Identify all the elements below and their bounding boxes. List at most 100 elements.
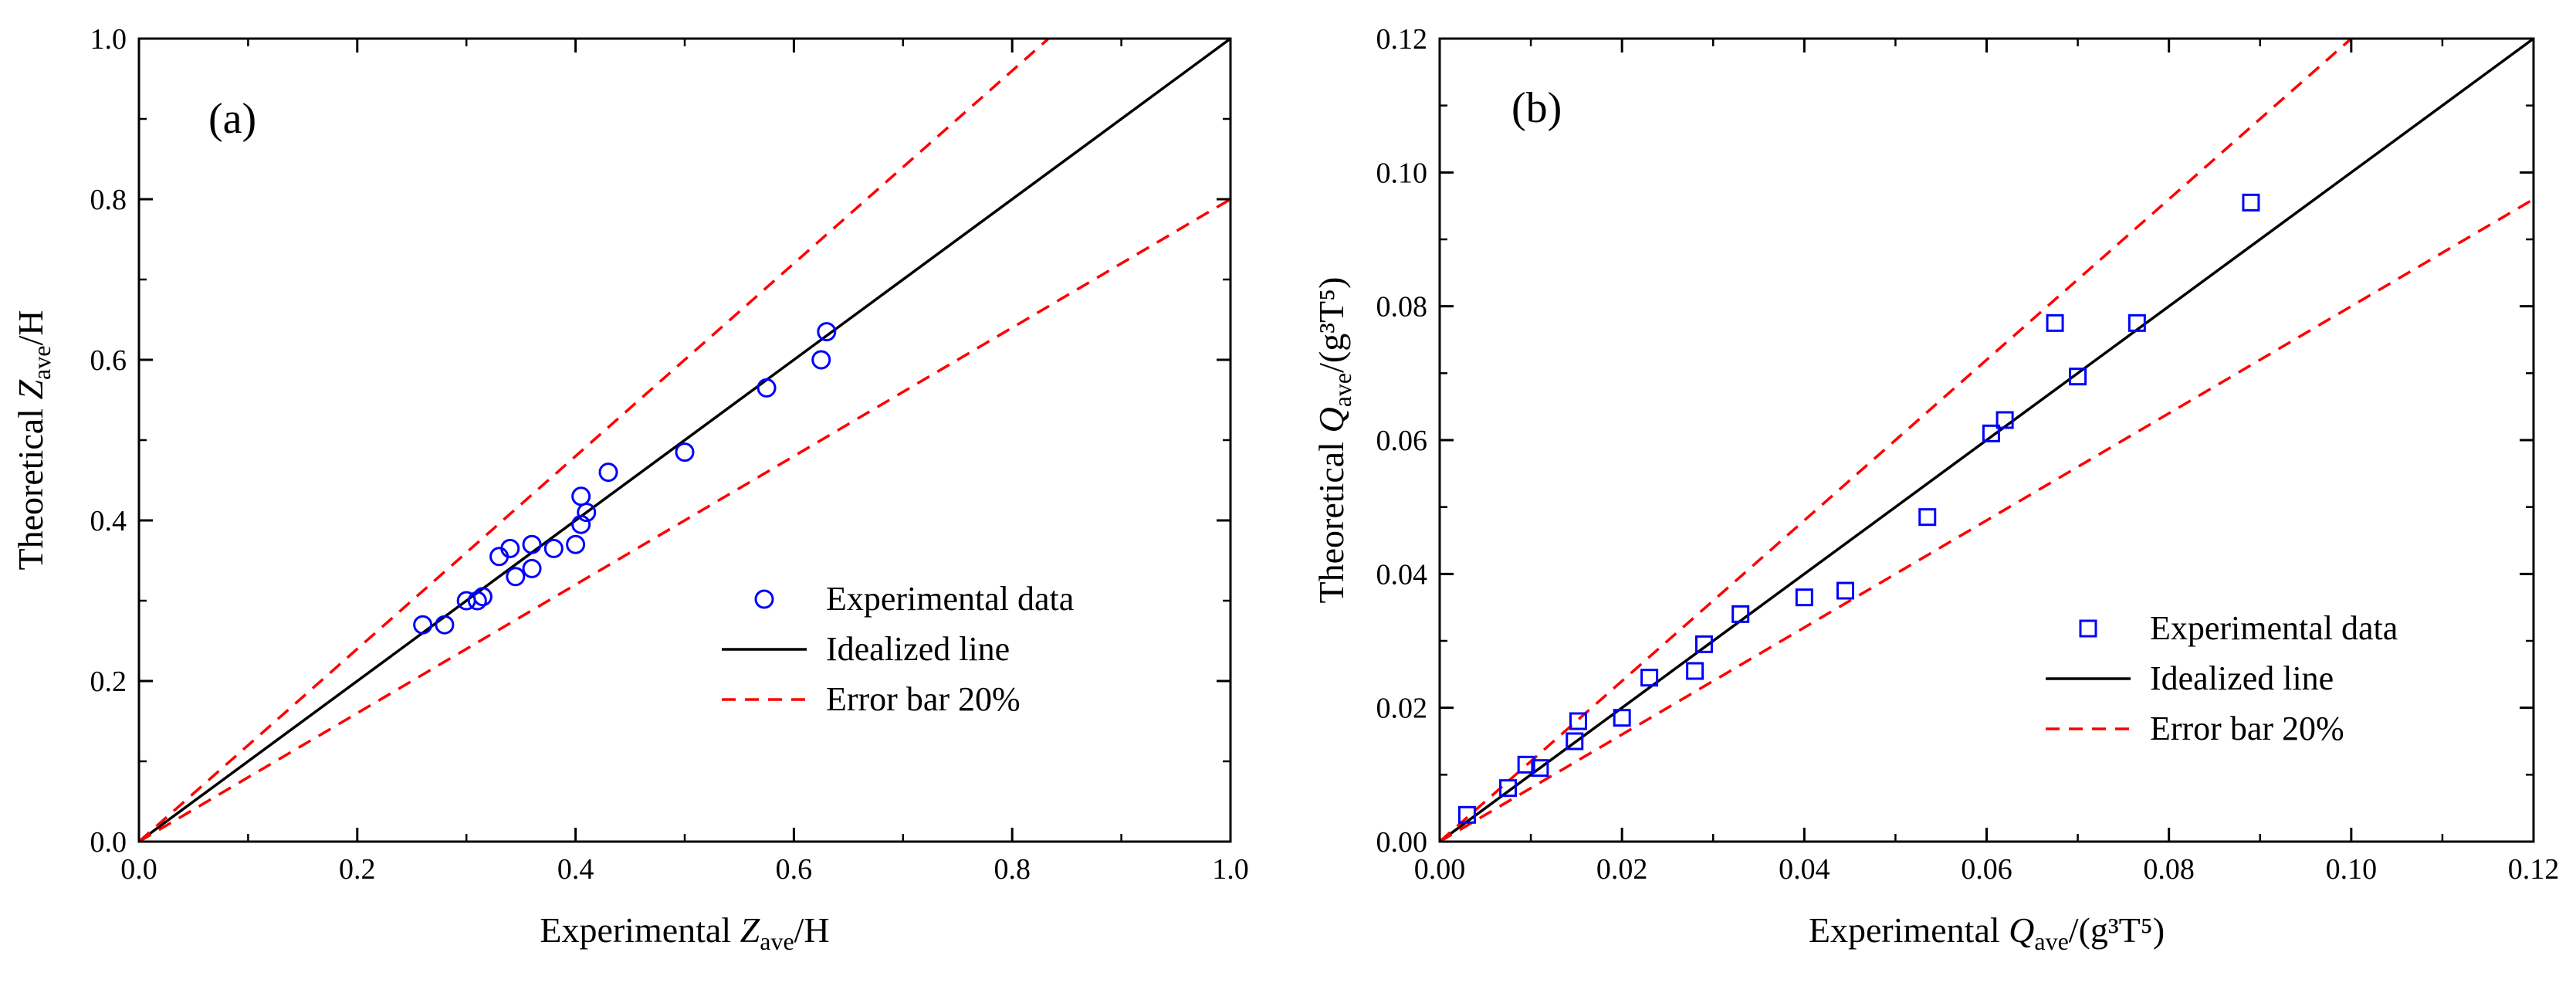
axis-title-subscript: ave (28, 346, 56, 380)
axis-title-variable: Q (1312, 407, 1351, 432)
x-tick-label: 1.0 (1212, 853, 1249, 886)
data-point (1569, 712, 1587, 730)
error-bar-line (139, 198, 1230, 842)
x-tick-label: 0.2 (339, 853, 376, 886)
x-tick-label: 0.00 (1414, 853, 1466, 886)
data-point (522, 534, 542, 554)
axis-title-suffix: /(g³T⁵) (1312, 277, 1351, 373)
data-point (435, 615, 455, 635)
axis-title-prefix: Theoretical (11, 400, 50, 571)
legend-marker-square (2079, 619, 2097, 638)
x-tick-label: 0.04 (1779, 853, 1830, 886)
data-point (1613, 709, 1631, 727)
y-axis-title: Theoretical Qave/(g³T⁵) (1312, 277, 1356, 604)
y-tick-label: 0.04 (1376, 558, 1428, 591)
error-bar-line (139, 39, 1050, 842)
data-point (500, 538, 520, 558)
y-tick-label: 0.2 (90, 666, 127, 698)
legend: Experimental data Idealized line Error bar… (2046, 609, 2398, 747)
y-tick-label: 0.4 (90, 505, 127, 537)
x-tick-label: 0.0 (120, 853, 157, 886)
axis-title-variable: Z (11, 380, 50, 400)
experimental-data-points (1457, 193, 2260, 824)
data-point (566, 534, 586, 554)
data-point (1517, 755, 1535, 774)
legend-label: Error bar 20% (826, 680, 1021, 718)
y-tick-label: 0.6 (90, 344, 127, 377)
panel-b: (b) 0.00 0.02 0.04 0.06 0.08 0.10 0.12 0.00 0.02… (1312, 23, 2559, 955)
x-tick-label: 0.6 (776, 853, 813, 886)
axis-title-subscript: ave (2034, 927, 2068, 955)
legend-marker-circle (754, 589, 774, 609)
y-tick-label: 0.02 (1376, 693, 1428, 725)
data-point (1566, 732, 1584, 751)
error-bar-line (1440, 198, 2534, 842)
x-tick-label: 0.12 (2508, 853, 2560, 886)
data-point (472, 587, 493, 607)
legend: Experimental data Idealized line Error bar… (722, 580, 1074, 718)
y-tick-label: 0.08 (1376, 291, 1428, 324)
data-point (467, 591, 487, 611)
data-point (1982, 424, 2000, 442)
data-point (1731, 605, 1750, 623)
axis-title-suffix: /H (794, 910, 830, 950)
data-point (811, 350, 831, 370)
panel-label: (b) (1511, 84, 1562, 132)
data-point (413, 615, 433, 635)
x-axis-title: Experimental Qave/(g³T⁵) (1809, 910, 2165, 955)
error-bar-line (1440, 39, 2352, 842)
data-point (598, 463, 618, 483)
x-axis-title: Experimental Zave/H (540, 910, 829, 955)
x-tick-label: 0.8 (994, 853, 1031, 886)
data-point (1499, 779, 1518, 798)
y-tick-label: 1.0 (90, 23, 127, 56)
data-point (1694, 635, 1713, 653)
legend-label: Experimental data (2150, 609, 2398, 647)
axis-title-subscript: ave (1329, 373, 1356, 407)
axis-title-subscript: ave (760, 927, 794, 955)
y-tick-label: 0.12 (1376, 23, 1428, 56)
axis-title-prefix: Experimental (540, 910, 740, 950)
idealized-line (139, 39, 1230, 842)
data-point (1836, 581, 1854, 600)
reference-lines (139, 39, 1230, 842)
x-tick-label: 0.4 (557, 853, 594, 886)
legend-label: Experimental data (826, 580, 1074, 618)
data-point (1995, 411, 2014, 429)
x-tick-label: 0.10 (2326, 853, 2378, 886)
legend-label: Error bar 20% (2150, 710, 2344, 747)
y-tick-label: 0.10 (1376, 157, 1428, 189)
x-tick-label: 0.02 (1596, 853, 1648, 886)
axis-title-prefix: Experimental (1809, 910, 2009, 950)
legend-label: Idealized line (2150, 659, 2334, 697)
data-point (571, 514, 591, 534)
data-point (543, 538, 564, 558)
data-point (522, 558, 542, 578)
data-point (577, 503, 597, 523)
data-point (1640, 669, 1659, 687)
panel-label: (a) (208, 95, 256, 143)
x-tick-label: 0.06 (1961, 853, 2012, 886)
axis-title-variable: Z (740, 910, 760, 950)
legend-label: Idealized line (826, 630, 1010, 668)
data-point (1795, 588, 1813, 607)
axis-title-suffix: /H (11, 310, 50, 346)
data-point (506, 567, 526, 587)
y-tick-label: 0.00 (1376, 826, 1428, 859)
data-point (1457, 805, 1476, 824)
data-point (1918, 508, 1937, 527)
data-point (2069, 368, 2087, 386)
experimental-data-points (413, 322, 837, 635)
panel-a: (a) 0.0 0.2 0.4 0.6 0.8 1.0 0.0 0.2 0.4 0.6 0.8 1.0… (11, 23, 1249, 955)
y-tick-label: 0.8 (90, 184, 127, 216)
data-point (817, 322, 837, 342)
data-point (675, 442, 695, 463)
data-point (757, 378, 777, 398)
y-tick-label: 0.06 (1376, 425, 1428, 457)
y-axis-title: Theoretical Zave/H (11, 310, 56, 571)
axis-title-suffix: /(g³T⁵) (2069, 910, 2165, 950)
data-point (2242, 193, 2260, 212)
data-point (1686, 662, 1704, 680)
